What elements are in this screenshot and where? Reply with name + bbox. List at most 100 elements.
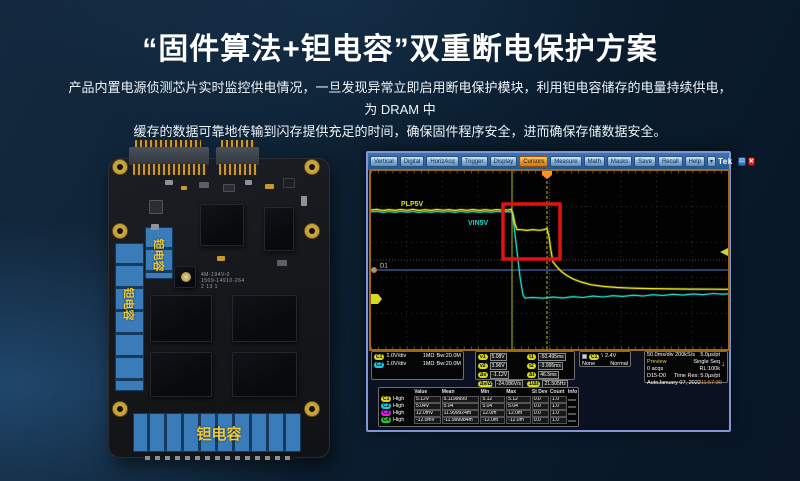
falling-edge-icon: \ [601, 353, 603, 359]
board-text-line: 2 13 1 [201, 284, 218, 290]
menu-trigger[interactable]: Trigger [460, 156, 488, 167]
menu-vertical[interactable]: Vertical [370, 156, 398, 167]
smd-component [199, 182, 209, 188]
minimize-button[interactable]: — [737, 157, 746, 166]
smd-component [151, 224, 159, 230]
cursor-v1-badge: v1 [478, 354, 488, 360]
smd-component [277, 260, 287, 266]
cursor-dvdt-badge: Δv/Δt [478, 381, 494, 387]
menu-more-icon[interactable]: ▾ [706, 156, 716, 167]
tantalum-cap-bank-bottom [133, 413, 301, 452]
description-line-1: 产品内置电源侦测芯片实时监控供电情况，一旦发现异常立即启用断电保护模块，利用钽电… [68, 80, 732, 117]
ch2-scale: 1.0V/div [386, 361, 407, 367]
mount-hole [113, 224, 127, 238]
mount-hole [305, 402, 319, 416]
sata-connector-data [216, 147, 259, 165]
cursor-v2-badge: v2 [478, 363, 488, 369]
cursor-t2-value: -3.995ms [538, 362, 563, 370]
cursor-dt-value: 46.5ms [538, 371, 559, 379]
mount-hole [305, 160, 319, 174]
page-description: 产品内置电源侦测芯片实时监控供电情况，一旦发现异常立即启用断电保护模块，利用钽电… [64, 77, 736, 143]
cursor-t2-badge: t2 [527, 363, 536, 369]
nand-chip [150, 295, 212, 342]
acq-count: 0 acqs [647, 366, 664, 372]
cursor-v2-value: 3.96V [489, 362, 507, 370]
mount-hole [113, 160, 127, 174]
time-resolution: Time Res: 5.0μs/pt [673, 373, 720, 379]
digital-channels: D15-D0 [647, 373, 666, 379]
board-text-line: 4M-194V-0 [201, 272, 230, 278]
ssd-board-photo: 4M-194V-0 1509-14910-264 2 13 1 钽电容 钽电容 … [105, 140, 335, 462]
menu-cursors[interactable]: Cursors [519, 156, 549, 167]
channel-settings-panel: C1 1.0V/div 1MΩ Bw:20.0M C2 1.0V/div 1MΩ… [371, 351, 464, 380]
menu-measure[interactable]: Measure [550, 156, 582, 167]
cursor-v1-value: 5.08V [489, 353, 507, 361]
menu-display[interactable]: Display [489, 156, 518, 167]
cursor-readout-panel: v1 5.08V v2 3.96V Δv -1.12V Δv/Δt -24.086V/s… [475, 351, 575, 388]
trigger-none: None [582, 361, 596, 367]
menu-horizacq[interactable]: HorizAcq [426, 156, 459, 167]
tek-logo: Tek [717, 157, 733, 166]
measurement-header-row: Value Mean Min Max St Dev Count Info [414, 389, 578, 395]
cursor-invdt-badge: 1/Δt [527, 381, 541, 387]
cursor-dv-value: -1.12V [490, 371, 510, 379]
mount-hole [113, 402, 127, 416]
horiz-scale: 50.0ms/div 200kS/s [647, 352, 695, 358]
ch1-impedance: 1MΩ [422, 353, 435, 359]
tantalum-cap-bank-left [115, 243, 144, 391]
menu-masks[interactable]: Masks [606, 156, 633, 167]
d1-label: D1 [380, 264, 388, 270]
sata-pins-top-left [135, 140, 201, 149]
smd-component [283, 178, 295, 188]
smd-component [245, 180, 252, 185]
sata-connector-power [129, 147, 209, 165]
nand-chip [150, 352, 212, 397]
horizontal-panel: 50.0ms/div 200kS/s 5.0μs/pt Preview Single… [644, 351, 728, 386]
trigger-icon [582, 354, 587, 359]
smd-component [223, 184, 235, 192]
trigger-source-badge: C1 [589, 353, 600, 360]
trigger-level: 2.4V [604, 353, 617, 359]
acq-mode: Single Seq [693, 359, 720, 365]
ch1-badge: C1 [374, 353, 385, 360]
oscilloscope-window: Vertical Digital HorizAcq Trigger Displa… [366, 151, 755, 432]
mount-hole [305, 224, 319, 238]
right-edge-marker [720, 248, 728, 256]
smd-component [301, 196, 307, 206]
smd-component [217, 256, 225, 261]
cursor-t1-badge: t1 [527, 354, 536, 360]
ch2-bandwidth: Bw:20.0M [436, 361, 461, 367]
menu-digital[interactable]: Digital [399, 156, 425, 167]
cap-label-top: 钽电容 [152, 238, 164, 272]
nand-chip [232, 295, 297, 342]
trig-mode-auto: Auto [647, 380, 659, 386]
cursor-dt-badge: Δt [527, 372, 537, 378]
ch1-scale: 1.0V/div [386, 353, 407, 359]
cap-label-bottom: 钽电容 [196, 426, 242, 443]
sata-gold-pins-right [219, 164, 257, 175]
sata-pins-top-right [221, 140, 255, 149]
preview-label: Preview [647, 359, 667, 365]
menu-help[interactable]: Help [684, 156, 705, 167]
trace-vin5v [371, 209, 728, 300]
menu-recall[interactable]: Recall [657, 156, 683, 167]
smd-component [265, 184, 274, 189]
close-button[interactable]: ✕ [747, 157, 755, 166]
cap-label-left: 钽电容 [122, 287, 134, 321]
trace-plp5v [371, 207, 728, 291]
menu-math[interactable]: Math [583, 156, 605, 167]
page-title: “固件算法+钽电容”双重断电保护方案 [142, 33, 658, 66]
vin5v-label: VIN5V [468, 220, 489, 227]
menu-save[interactable]: Save [634, 156, 656, 167]
measurement-row: C3 High 12.0mV 11.999924m 12.0m 12.0m 0.… [381, 410, 576, 417]
graticule-frame: D1 PLP5V VIN5V [369, 169, 730, 351]
measurement-row: C1 High 5.12V 5.1199999 5.12 5.12 0.0 1.… [381, 396, 576, 403]
measurement-table: Value Mean Min Max St Dev Count Info C1 … [378, 387, 579, 427]
nand-chip [232, 352, 297, 397]
trigger-panel: C1 \ 2.4V None Normal [579, 351, 631, 367]
smd-component [181, 186, 187, 190]
controller-gold-dot [181, 272, 191, 282]
record-length: RL:100k [699, 366, 721, 372]
smd-component [149, 200, 163, 214]
